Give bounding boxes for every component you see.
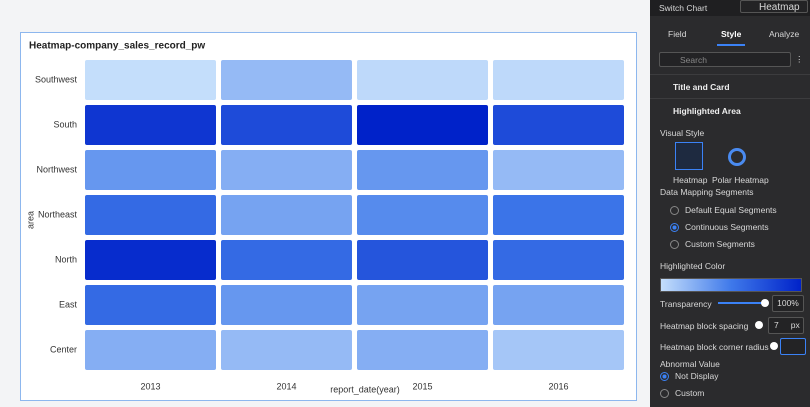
tab-active[interactable]: Style [721,29,742,39]
radio-option[interactable]: Custom [675,388,705,398]
x-tick-label: 2016 [548,381,568,391]
heat-cell [221,285,352,325]
slider-handle[interactable] [755,321,763,329]
slider-handle[interactable] [761,299,769,307]
radio-option[interactable]: Not Display [675,371,719,381]
slider-handle[interactable] [770,342,778,350]
label: Heatmap block spacing [660,321,749,331]
chart-type-select[interactable]: Heatmap [740,0,808,13]
radio-option[interactable]: Continuous Segments [685,222,769,232]
y-axis-label: area [25,211,35,229]
heat-cell [357,60,488,100]
chart-title: Heatmap-company_sales_record_pw [29,41,205,52]
slider[interactable] [718,302,766,304]
label: Visual Style [660,128,705,138]
heat-cell [357,330,488,370]
heat-cell [357,150,488,190]
tab[interactable]: Field [668,29,687,39]
heat-cell [493,240,624,280]
heat-cell [221,150,352,190]
settings-panel: Switch Chart Heatmap Field Style Analyze… [650,0,810,407]
y-tick-label: Northeast [38,209,78,219]
y-tick-label: South [53,119,77,129]
heat-cell [221,330,352,370]
heat-cell [221,105,352,145]
tab-underline [717,44,745,46]
style-option[interactable]: Polar Heatmap [712,175,769,185]
heat-cell [357,105,488,145]
heat-cell [493,150,624,190]
more-button[interactable]: ⋮ [795,54,804,64]
heat-cell [85,240,216,280]
label: Transparency [660,299,712,309]
color-ramp[interactable] [660,278,802,292]
heat-cell [357,285,488,325]
heat-cell [493,105,624,145]
label: Highlighted Color [660,261,726,271]
input-value: 7 [774,320,779,330]
heat-cell [357,195,488,235]
style-option[interactable]: Heatmap [673,175,708,185]
heat-cell [493,60,624,100]
label: Abnormal Value [660,359,720,369]
heat-cell [85,285,216,325]
chart-card: Heatmap-company_sales_record_pw report_d… [20,32,637,401]
search-input[interactable]: Search [659,52,791,67]
x-tick-label: 2013 [140,381,160,391]
label: Heatmap block corner radius [660,342,769,352]
y-tick-label: Center [50,344,77,354]
heat-cell [85,150,216,190]
x-tick-label: 2015 [412,381,432,391]
heat-cell [85,195,216,235]
heat-cell [221,60,352,100]
heat-cell [85,105,216,145]
input[interactable]: 100% [772,295,804,312]
y-tick-label: Southwest [35,74,78,84]
switch-label: Switch Chart [659,3,708,13]
label: Data Mapping Segments [660,187,754,197]
x-axis-label: report_date(year) [330,384,400,394]
chart: Heatmap-company_sales_record_pw report_d… [25,41,624,394]
input[interactable] [780,338,806,355]
heatmap-icon[interactable] [675,142,703,170]
heat-cell [85,330,216,370]
x-tick-label: 2014 [276,381,296,391]
y-tick-label: Northwest [36,164,77,174]
radio-option[interactable]: Custom Segments [685,239,755,249]
y-tick-label: North [55,254,77,264]
input-unit: px [790,320,800,330]
polar-icon[interactable] [728,148,746,166]
y-tick-label: East [59,299,78,309]
heat-cell [85,60,216,100]
heat-cell [493,285,624,325]
input[interactable]: 7 px [768,317,804,334]
radio-option[interactable]: Default Equal Segments [685,205,777,215]
heat-cell [221,195,352,235]
heat-cell [493,195,624,235]
divider [650,98,810,99]
section-title[interactable]: Highlighted Area [673,106,741,116]
heat-cell [357,240,488,280]
section-title[interactable]: Title and Card [673,82,730,92]
heat-cell [493,330,624,370]
heat-cell [221,240,352,280]
tab[interactable]: Analyze [769,29,800,39]
divider [650,74,810,75]
